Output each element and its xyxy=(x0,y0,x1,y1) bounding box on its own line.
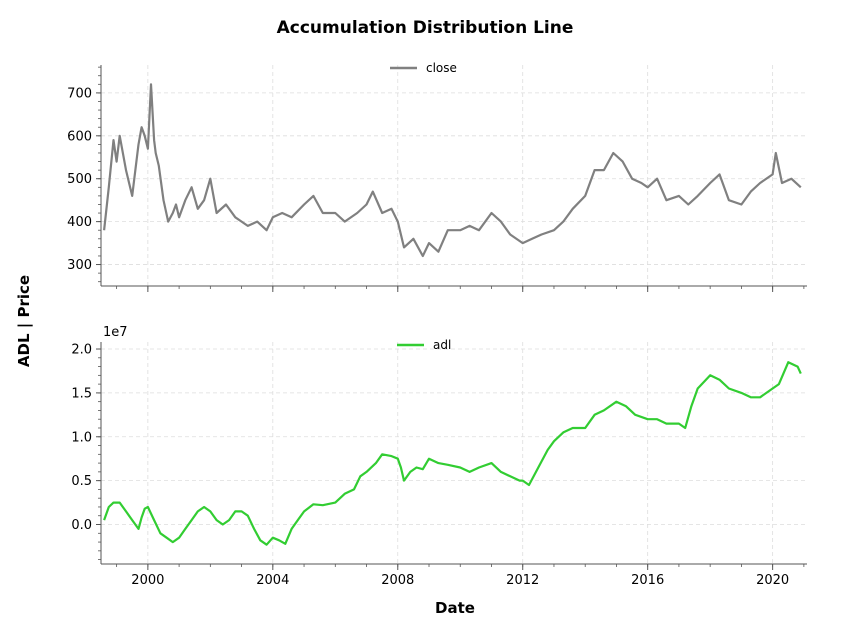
x-tick-label: 2008 xyxy=(381,573,414,588)
x-tick-label: 2020 xyxy=(756,573,789,588)
x-axis-label: Date xyxy=(435,599,475,617)
chart-title: Accumulation Distribution Line xyxy=(277,18,574,38)
adl-series-line xyxy=(103,361,802,546)
adl-legend-label: adl xyxy=(433,338,451,352)
x-tick-label: 2012 xyxy=(506,573,539,588)
x-tick-label: 2004 xyxy=(256,573,289,588)
price-y-tick-label: 300 xyxy=(67,258,92,273)
adl-y-tick-label: 2.0 xyxy=(71,343,92,358)
adl-scale-label: 1e7 xyxy=(103,325,128,340)
x-tick-label: 2000 xyxy=(131,573,164,588)
adl-y-tick-label: 1.5 xyxy=(71,386,92,401)
price-legend-label: close xyxy=(426,61,457,75)
adl-legend: adl xyxy=(397,338,451,352)
adl-y-tick-label: 0.5 xyxy=(71,474,92,489)
adl-y-tick-label: 0.0 xyxy=(71,518,92,533)
price-y-tick-label: 600 xyxy=(67,129,92,144)
panel-price: 300 400 500 600 700 close xyxy=(67,61,807,292)
price-y-tick-label: 400 xyxy=(67,215,92,230)
price-y-tick-label: 500 xyxy=(67,172,92,187)
x-tick-label: 2016 xyxy=(631,573,664,588)
adl-y-tick-label: 1.0 xyxy=(71,430,92,445)
price-legend: close xyxy=(390,61,457,75)
price-series-line xyxy=(103,83,802,258)
price-y-tick-label: 700 xyxy=(67,86,92,101)
y-axis-label: ADL | Price xyxy=(15,275,34,367)
panel-adl: 0.0 0.5 1.0 1.5 2.0 2000 2004 2008 2012 2016 2020 a… xyxy=(71,325,807,588)
